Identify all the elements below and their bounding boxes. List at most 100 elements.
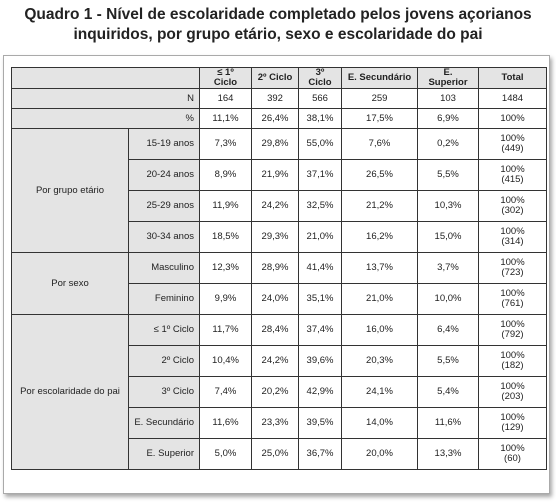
row-label: Masculino — [128, 252, 200, 284]
row-label: N — [11, 88, 200, 109]
cell: 13,7% — [341, 252, 418, 284]
cell: 259 — [341, 88, 418, 109]
header-cell: E. Secundário — [341, 67, 418, 89]
title: Quadro 1 - Nível de escolaridade complet… — [0, 5, 556, 45]
cell: 11,9% — [199, 190, 252, 222]
row-label: % — [11, 108, 200, 129]
cell: 14,0% — [341, 407, 418, 439]
cell: 21,9% — [251, 159, 299, 191]
summary-row: % 11,1% 26,4% 38,1% 17,5% 6,9% 100% — [11, 108, 547, 129]
total-line: 100% — [500, 133, 525, 144]
data-row: 2º Ciclo 10,4% 24,2% 39,6% 20,3% 5,5% 100% (182… — [12, 345, 547, 377]
cell: 20,2% — [251, 376, 299, 408]
row-label: 20-24 anos — [128, 159, 200, 191]
header-cell: 3º Ciclo — [298, 67, 342, 89]
total-line: 100% — [500, 381, 525, 392]
cell: 23,3% — [251, 407, 299, 439]
cell: 24,2% — [251, 345, 299, 377]
cell: 55,0% — [298, 128, 342, 160]
total-line: (203) — [501, 391, 524, 402]
total-line: (449) — [501, 143, 524, 154]
cell: 28,4% — [251, 314, 299, 346]
total-line: (314) — [501, 236, 524, 247]
cell: 100% — [478, 108, 547, 129]
table-frame: ≤ 1º Ciclo 2º Ciclo 3º Ciclo E. Secundário E… — [3, 55, 550, 494]
cell: 20,3% — [341, 345, 418, 377]
cell: 39,6% — [298, 345, 342, 377]
total-line: (792) — [501, 329, 524, 340]
cell: 21,0% — [341, 283, 418, 315]
cell: 11,6% — [199, 407, 252, 439]
group-label: Por sexo — [11, 252, 129, 315]
cell: 28,9% — [251, 252, 299, 284]
cell: 38,1% — [298, 108, 342, 129]
cell: 21,2% — [341, 190, 418, 222]
cell: 20,0% — [341, 438, 418, 470]
total-cell: 100% (182) — [478, 345, 547, 377]
title-line: Quadro 1 - Nível de escolaridade complet… — [24, 6, 532, 23]
row-label: E. Superior — [128, 438, 200, 470]
cell: 566 — [298, 88, 342, 109]
header-cell: ≤ 1º Ciclo — [199, 67, 252, 89]
cell: 11,1% — [199, 108, 252, 129]
data-row: 3º Ciclo 7,4% 20,2% 42,9% 24,1% 5,4% 100% (203) — [12, 376, 547, 408]
row-label: 30-34 anos — [128, 221, 200, 253]
summary-row: N 164 392 566 259 103 1484 — [11, 88, 547, 109]
cell: 18,5% — [199, 221, 252, 253]
total-line: 100% — [500, 412, 525, 423]
total-line: (129) — [501, 422, 524, 433]
row-label: ≤ 1º Ciclo — [128, 314, 200, 346]
data-row: E. Superior 5,0% 25,0% 36,7% 20,0% 13,3% 100%(… — [12, 438, 547, 470]
cell: 7,6% — [341, 128, 418, 160]
cell: 5,4% — [417, 376, 479, 408]
header-row: ≤ 1º Ciclo 2º Ciclo 3º Ciclo E. Secundário E… — [11, 67, 547, 89]
total-cell: 100% (415) — [478, 159, 547, 191]
total-line: 100% — [500, 443, 525, 454]
cell: 9,9% — [199, 283, 252, 315]
cell: 11,7% — [199, 314, 252, 346]
data-row: E. Secundário 11,6% 23,3% 39,5% 14,0% 11,6% 10… — [12, 407, 547, 439]
cell: 7,3% — [199, 128, 252, 160]
cell: 12,3% — [199, 252, 252, 284]
cell: 17,5% — [341, 108, 418, 129]
total-cell: 100% (761) — [478, 283, 547, 315]
total-line: (761) — [501, 298, 524, 309]
cell: 15,0% — [417, 221, 479, 253]
header-cell: Total — [478, 67, 547, 89]
cell: 164 — [199, 88, 252, 109]
cell: 24,2% — [251, 190, 299, 222]
data-row: Por sexo Masculino 12,3% 28,9% 41,4% 13,7% 3,7… — [11, 252, 547, 315]
total-line: 100% — [500, 288, 525, 299]
total-line: 100% — [500, 164, 525, 175]
row-label: 25-29 anos — [128, 190, 200, 222]
cell: 42,9% — [298, 376, 342, 408]
total-line: (723) — [501, 267, 524, 278]
total-cell: 100% (60) — [478, 438, 547, 470]
total-line: (415) — [501, 174, 524, 185]
cell: 25,0% — [251, 438, 299, 470]
cell: 37,1% — [298, 159, 342, 191]
cell: 32,5% — [298, 190, 342, 222]
cell: 6,4% — [417, 314, 479, 346]
total-cell: 100% (723) — [478, 252, 547, 284]
cell: 35,1% — [298, 283, 342, 315]
cell: 7,4% — [199, 376, 252, 408]
cell: 392 — [251, 88, 299, 109]
total-line: 100% — [500, 195, 525, 206]
cell: 103 — [417, 88, 479, 109]
total-cell: 100% (302) — [478, 190, 547, 222]
data-row: Feminino 9,9% 24,0% 35,1% 21,0% 10,0% 100% (761… — [12, 283, 547, 315]
row-label: E. Secundário — [128, 407, 200, 439]
total-cell: 100% (203) — [478, 376, 547, 408]
cell: 10,3% — [417, 190, 479, 222]
cell: 41,4% — [298, 252, 342, 284]
total-cell: 100% (449) — [478, 128, 547, 160]
total-line: (182) — [501, 360, 524, 371]
total-line: 100% — [500, 226, 525, 237]
corner-cell — [11, 67, 200, 89]
row-label: 15-19 anos — [128, 128, 200, 160]
data-row: Por grupo etário 15-19 anos 7,3% 29,8% 55,0%… — [11, 128, 547, 253]
cell: 37,4% — [298, 314, 342, 346]
cell: 36,7% — [298, 438, 342, 470]
cell: 10,0% — [417, 283, 479, 315]
